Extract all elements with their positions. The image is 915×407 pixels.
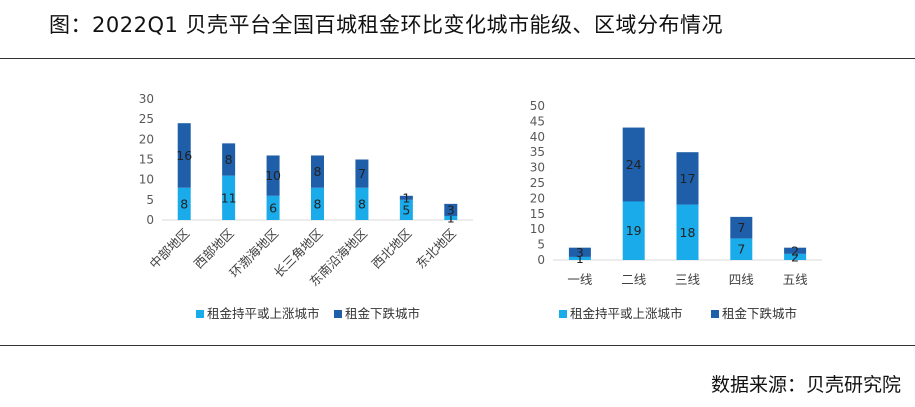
- bar-segment-down: [568, 247, 591, 257]
- y-tick-label: 15: [139, 153, 154, 167]
- data-label: 1: [402, 190, 410, 205]
- y-tick-label: 45: [530, 114, 545, 128]
- data-source-note: 数据来源：贝壳研究院: [710, 374, 901, 396]
- bar-segment-up: [222, 175, 236, 220]
- data-label: 1: [576, 251, 584, 266]
- y-tick-label: 5: [146, 193, 154, 207]
- bar-segment-up: [676, 204, 699, 260]
- data-label: 2: [791, 249, 799, 264]
- bar-segment-down: [311, 155, 324, 188]
- bar-segment-down: [266, 155, 280, 196]
- legend-label: 租金下跌城市: [722, 306, 797, 321]
- y-tick-label: 10: [139, 173, 154, 187]
- x-category-label: 四线: [729, 272, 755, 287]
- legend-swatch-up: [196, 310, 204, 318]
- data-label: 10: [265, 168, 281, 183]
- y-tick-label: 5: [537, 238, 545, 252]
- bar-segment-down: [222, 143, 236, 176]
- bar-segment-up: [622, 201, 645, 260]
- bar-segment-down: [622, 127, 645, 202]
- data-label: 8: [314, 164, 322, 179]
- bar-segment-up: [355, 187, 369, 220]
- x-category-label: 五线: [783, 272, 809, 287]
- bar-segment-up: [399, 199, 413, 220]
- x-category-label: 西部地区: [191, 226, 237, 272]
- y-tick-label: 25: [139, 112, 154, 126]
- y-tick-label: 30: [139, 92, 154, 106]
- data-label: 16: [176, 148, 192, 163]
- page-title: 图：2022Q1 贝壳平台全国百城租金环比变化城市能级、区域分布情况: [49, 13, 724, 37]
- legend-swatch-down: [711, 310, 719, 318]
- data-label: 8: [314, 196, 322, 211]
- y-tick-label: 10: [530, 222, 545, 236]
- bar-segment-up: [177, 187, 191, 220]
- legend-label: 租金下跌城市: [345, 306, 420, 321]
- data-label: 24: [626, 157, 642, 172]
- legend-label: 租金持平或上涨城市: [207, 306, 320, 321]
- x-category-label: 二线: [621, 272, 647, 287]
- y-tick-label: 30: [530, 161, 545, 175]
- data-label: 2: [791, 243, 799, 258]
- y-tick-label: 35: [530, 145, 545, 159]
- data-label: 7: [737, 220, 745, 235]
- bar-segment-down: [784, 247, 807, 254]
- legend-label: 租金持平或上涨城市: [570, 306, 683, 321]
- bar-segment-down: [399, 195, 413, 200]
- bar-segment-down: [730, 216, 753, 239]
- y-tick-label: 20: [139, 132, 154, 146]
- x-category-label: 东北地区: [413, 226, 459, 272]
- data-label: 8: [225, 152, 233, 167]
- data-label: 7: [737, 242, 745, 257]
- x-category-label: 西北地区: [369, 226, 415, 272]
- bar-segment-down: [444, 203, 458, 216]
- data-label: 3: [447, 202, 455, 217]
- bar-segment-up: [266, 195, 280, 220]
- y-tick-label: 0: [146, 213, 154, 227]
- data-label: 18: [680, 225, 696, 240]
- data-label: 1: [447, 210, 455, 225]
- top-divider: [0, 58, 915, 59]
- bar-segment-down: [355, 159, 369, 188]
- y-tick-label: 15: [530, 207, 545, 221]
- data-label: 17: [680, 171, 696, 186]
- x-category-label: 中部地区: [146, 226, 192, 272]
- bottom-divider: [0, 345, 915, 346]
- data-label: 19: [626, 223, 642, 238]
- bar-segment-up: [444, 215, 458, 220]
- bar-segment-up: [730, 238, 753, 260]
- data-label: 11: [221, 190, 237, 205]
- data-label: 5: [402, 202, 410, 217]
- data-label: 3: [576, 245, 584, 260]
- legend-swatch-up: [559, 310, 567, 318]
- bar-segment-up: [568, 256, 591, 260]
- bar-segment-up: [311, 187, 324, 220]
- bar-segment-up: [784, 253, 807, 260]
- y-tick-label: 50: [530, 99, 545, 113]
- legend-swatch-down: [334, 310, 342, 318]
- x-category-label: 三线: [675, 272, 701, 287]
- y-tick-label: 40: [530, 130, 545, 144]
- y-tick-label: 25: [530, 176, 545, 190]
- y-tick-label: 0: [537, 253, 545, 267]
- bar-segment-down: [177, 123, 191, 188]
- data-label: 8: [358, 196, 366, 211]
- y-tick-label: 20: [530, 191, 545, 205]
- bar-segment-down: [676, 152, 699, 205]
- data-label: 8: [180, 196, 188, 211]
- region-stacked-bar-chart: 051015202530816中部地区118西部地区610环渤海地区88长三角地…: [139, 92, 473, 321]
- x-category-label: 一线: [567, 272, 593, 287]
- data-label: 7: [358, 166, 366, 181]
- data-label: 6: [269, 200, 277, 215]
